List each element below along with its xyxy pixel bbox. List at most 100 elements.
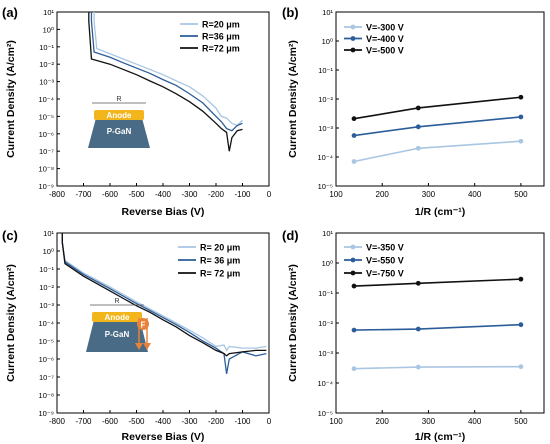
data-point <box>415 364 421 370</box>
data-point <box>351 116 357 122</box>
y-tick-label: 10⁻¹ <box>39 265 54 274</box>
x-tick-label: -400 <box>155 417 172 426</box>
x-tick-label: -700 <box>75 190 92 199</box>
panel-b-xlabel: 1/R (cm⁻¹) <box>415 206 465 218</box>
y-tick-label: 10⁻² <box>318 95 333 104</box>
data-point <box>351 159 357 164</box>
data-point <box>415 280 421 286</box>
series-line-3 <box>353 278 521 287</box>
y-tick-label: 10⁻² <box>39 283 54 292</box>
panel-d: (d) 100 200 300 400 50010⁻⁵10⁻⁴10⁻³10⁻²10⁻¹1… <box>282 228 545 443</box>
inset-badge <box>137 318 149 330</box>
inset-mesa <box>88 118 150 148</box>
legend-label: R=72 μm <box>202 44 240 54</box>
panel-d-plot <box>351 276 524 372</box>
series-line-1 <box>354 365 521 370</box>
legend-marker <box>350 36 356 41</box>
x-tick-label: -500 <box>128 190 145 199</box>
y-tick-label: 10⁰ <box>322 37 333 46</box>
inset-arrowhead <box>135 343 143 350</box>
inset-arrowhead <box>143 343 151 350</box>
panel-d-legend: V=-350 V V=-550 V V=-750 V <box>344 243 404 279</box>
x-tick-label: 400 <box>468 417 482 426</box>
inset-mesa <box>86 320 148 352</box>
panel-c-plot <box>61 233 267 374</box>
data-point <box>351 133 357 138</box>
inset-anode <box>94 110 144 120</box>
x-tick-label: 100 <box>329 190 343 199</box>
panel-b-ticks: 100 200 300 400 500 10⁻⁵ 10⁻⁴ 10⁻³ 10⁻² 10⁻¹ 10⁰ 10… <box>317 8 528 199</box>
y-tick-label: 10⁻⁵ <box>39 112 54 121</box>
y-tick-label: 10⁻⁵ <box>318 182 333 191</box>
legend-marker <box>350 24 356 30</box>
x-tick-label: -200 <box>208 417 225 426</box>
x-tick-label: 300 <box>422 190 436 199</box>
x-tick-label: -400 <box>155 190 172 199</box>
data-point <box>415 326 421 332</box>
y-tick-label: 10⁻⁵ <box>39 337 54 346</box>
x-tick-label: -300 <box>181 417 198 426</box>
y-tick-label: 10¹ <box>43 229 54 238</box>
legend-label: R=36 μm <box>202 32 240 42</box>
inset-dimension-label: R <box>116 96 121 103</box>
panel-d-xlabel: 1/R (cm⁻¹) <box>415 431 465 443</box>
panel-c-legend: R= 20 μm R= 36 μm R= 72 μm <box>178 243 240 279</box>
panel-b-legend: V=-300 VV=-400 V V=-500 V <box>344 23 404 56</box>
panel-c-ylabel: Current Density (A/cm²) <box>5 264 17 382</box>
y-tick-label: 10⁻³ <box>39 78 54 87</box>
legend-label: V=-300 V <box>366 23 404 33</box>
x-tick-label: 200 <box>376 417 390 426</box>
y-tick-label: 10⁻⁷ <box>39 373 54 382</box>
legend-label: R= 20 μm <box>200 243 240 253</box>
series-line-3 <box>88 12 243 152</box>
x-tick-label: 200 <box>376 190 390 199</box>
x-tick-label: -100 <box>234 190 251 199</box>
inset-badge-label: F <box>141 321 146 330</box>
panel-b-ylabel: Current Density (A/cm²) <box>287 40 299 158</box>
y-tick-label: 10¹ <box>322 8 333 17</box>
inset-base-label: P-GaN <box>105 330 130 339</box>
data-point <box>415 145 421 151</box>
panel-d-ylabel: Current Density (A/cm²) <box>287 264 299 382</box>
legend-label: V=-350 V <box>366 243 404 253</box>
data-point <box>415 105 421 111</box>
panel-a: (a) -800 -700 -600 -500 -400 -300 -200 -100 0 10⁻… <box>2 5 272 218</box>
panel-a-inset: R Anode P-GaN <box>88 96 150 148</box>
y-tick-label: 10⁻⁹ <box>38 409 54 418</box>
data-point <box>518 364 524 370</box>
legend-label: V=-750 V <box>366 269 404 279</box>
panel-c-ticks: -800 -700 -600 -500 -400 -300 -200 -100 0 10⁻⁹ 10⁻… <box>38 229 271 426</box>
series-line-1 <box>93 12 243 127</box>
data-point <box>351 327 357 333</box>
panel-d-label: (d) <box>282 228 299 243</box>
x-tick-label: -700 <box>75 417 92 426</box>
legend-marker <box>350 47 356 53</box>
inset-dimension-label: R <box>114 298 119 305</box>
x-tick-label: -600 <box>102 190 119 199</box>
data-point <box>415 124 421 130</box>
legend-marker <box>350 244 356 250</box>
data-point <box>518 94 524 100</box>
panel-b: (b) 100 200 300 400 50010⁻⁵10⁻⁴10⁻³10⁻²10⁻¹1… <box>282 5 545 218</box>
panel-c-label: (c) <box>2 228 18 243</box>
y-tick-label: 10⁻⁶ <box>39 355 54 364</box>
x-tick-label: 0 <box>267 190 272 199</box>
panel-a-xlabel: Reverse Bias (V) <box>122 206 205 218</box>
data-point <box>351 366 357 372</box>
y-tick-label: 10⁻⁴ <box>317 153 333 162</box>
panel-d-ticks: 100 200 300 400 500 10⁻⁵ 10⁻⁴ 10⁻³ 10⁻² 10⁻¹ 10⁰ 10… <box>317 229 528 426</box>
y-tick-label: 10⁻¹ <box>39 43 54 52</box>
y-tick-label: 10¹ <box>322 229 333 238</box>
y-tick-label: 10⁰ <box>322 259 333 268</box>
y-tick-label: 10⁻³ <box>318 349 333 358</box>
x-tick-label: 500 <box>514 417 528 426</box>
panel-a-plot <box>88 12 243 152</box>
x-tick-label: 0 <box>267 417 272 426</box>
data-point <box>518 114 524 120</box>
y-tick-label: 10⁻⁴ <box>317 379 333 388</box>
y-tick-label: 10⁻² <box>318 319 333 328</box>
legend-marker <box>350 270 356 276</box>
legend-label: V=-400 V <box>366 34 404 44</box>
y-tick-label: 10⁻⁴ <box>38 95 54 104</box>
